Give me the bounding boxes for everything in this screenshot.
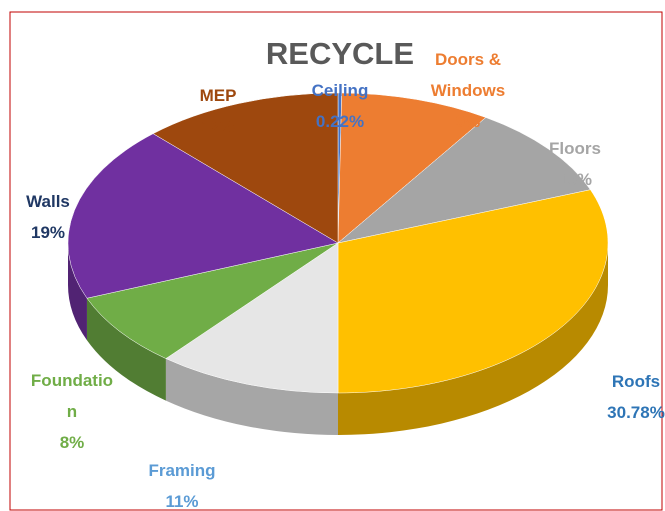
value-label: 8% [59, 433, 85, 452]
pie-slice-side [165, 358, 338, 435]
data-label: Ceiling 0.22% [295, 75, 385, 137]
pie-slice [67, 133, 339, 299]
pie-slice [337, 117, 591, 244]
value-label: 9% [455, 112, 481, 131]
category-label: Floors [549, 139, 601, 158]
data-label: Floors 10% [525, 133, 625, 195]
data-label: Walls 19% [8, 186, 88, 248]
pie-slice [152, 92, 339, 244]
pie-slice [165, 242, 339, 394]
value-label: 0.22% [315, 112, 365, 131]
category-label: Foundation [30, 371, 114, 421]
category-label: Walls [26, 192, 70, 211]
data-label: Roofs 30.78% [596, 366, 665, 428]
category-label: Doors & Windows [430, 50, 506, 100]
data-label: Foundation 8% [27, 365, 117, 458]
chart-border [9, 11, 663, 511]
category-label: Roofs [611, 372, 661, 391]
data-label: MEP 12% [178, 80, 258, 142]
value-label: 11% [165, 492, 199, 511]
pie-slice-side [338, 243, 608, 435]
pie-tops [67, 92, 609, 394]
category-label: Framing [148, 461, 216, 480]
data-label: Framing 11% [127, 455, 237, 511]
pie-slice-side [68, 243, 87, 341]
chart-title: RECYCLE [265, 36, 415, 71]
pie-slice-side [86, 298, 166, 401]
value-label: 19% [30, 223, 66, 242]
data-label: Doors & Windows 9% [413, 44, 523, 137]
pie-slice [337, 189, 609, 394]
value-label: 12% [200, 117, 236, 136]
value-label: 10% [557, 170, 593, 189]
pie-slice [86, 242, 339, 359]
pie-sides [68, 243, 608, 435]
value-label: 30.78% [607, 403, 665, 422]
category-label: MEP [199, 86, 237, 105]
pie-slice [337, 92, 487, 244]
category-label: Ceiling [311, 81, 369, 100]
